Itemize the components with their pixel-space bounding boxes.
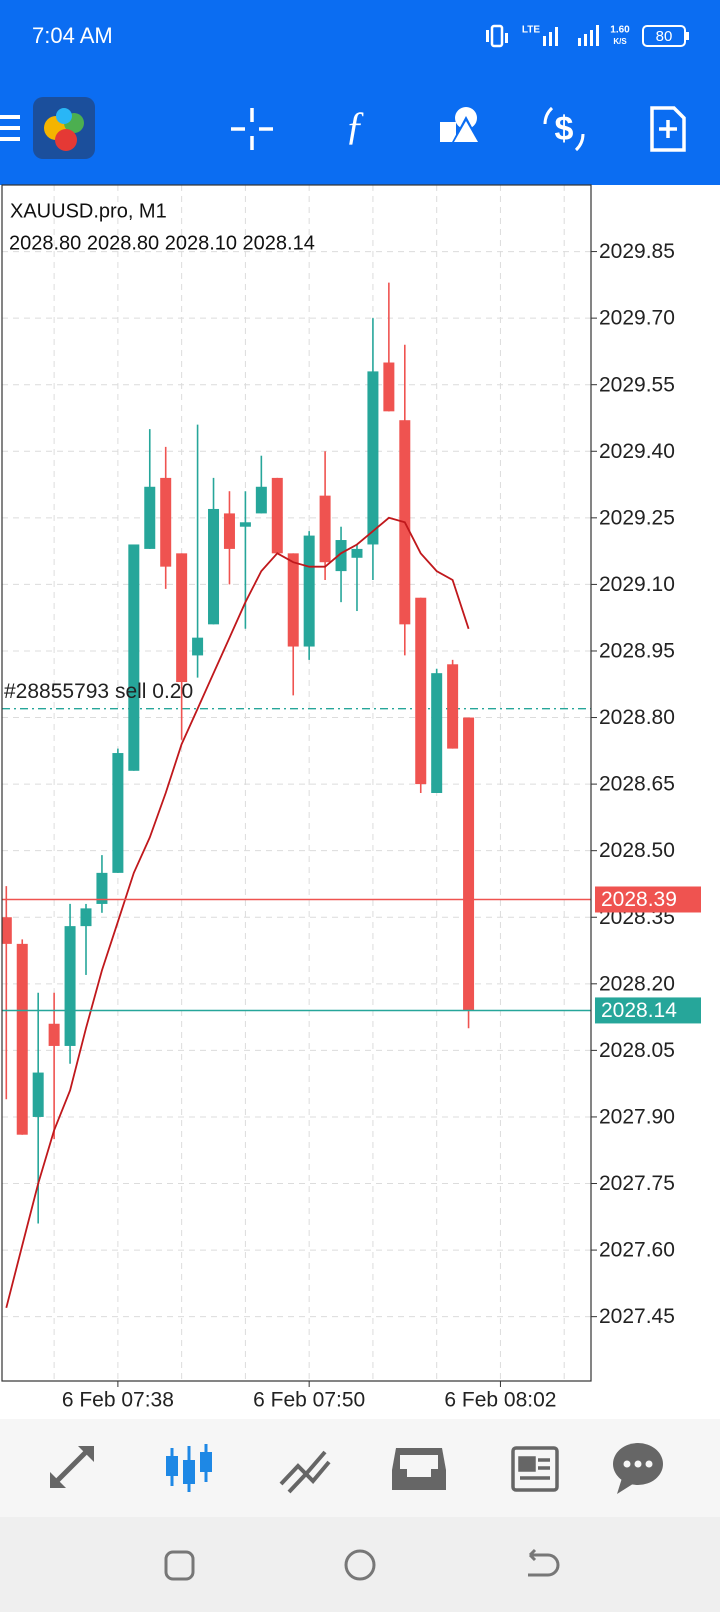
news-tab[interactable] xyxy=(511,1446,559,1492)
candle-body xyxy=(160,477,172,567)
indicators-button[interactable]: ƒ xyxy=(345,103,365,148)
menu-button[interactable] xyxy=(0,115,20,141)
chart: 2029.85 2029.70 2029.55 2029.40 2029.25 2029.… xyxy=(2,185,701,1412)
order-line-label: #28855793 sell 0.20 xyxy=(4,680,193,703)
trade-button[interactable]: $ xyxy=(543,106,585,152)
candle-body xyxy=(192,637,204,656)
candle-body xyxy=(447,664,459,749)
recents-button[interactable] xyxy=(164,1550,195,1581)
top-bar xyxy=(0,0,720,185)
candle-body xyxy=(16,943,28,1135)
y-tick-label: 2029.25 xyxy=(599,506,675,529)
history-tab[interactable] xyxy=(392,1448,446,1490)
y-tick-label: 2029.10 xyxy=(599,573,675,596)
trade-tab[interactable] xyxy=(279,1450,331,1494)
x-tick-label: 6 Feb 07:38 xyxy=(62,1389,174,1412)
y-tick-label: 2027.75 xyxy=(599,1172,675,1195)
y-tick-label: 2029.40 xyxy=(599,440,675,463)
last-price-box xyxy=(595,997,701,1024)
y-tick-label: 2028.50 xyxy=(599,839,675,862)
moving-average xyxy=(5,516,470,1309)
y-tick-label: 2027.45 xyxy=(599,1305,675,1328)
quotes-tab[interactable] xyxy=(50,1446,94,1490)
candle-body xyxy=(367,371,379,545)
bid-price-label: 2028.39 xyxy=(601,888,677,911)
candle-body xyxy=(32,1072,44,1117)
candle-body xyxy=(287,553,299,647)
plot-frame xyxy=(1,184,592,1382)
status-icons: LTE 1.60 K/S 80 xyxy=(486,25,689,48)
plot xyxy=(2,185,591,1381)
net-speed-unit: K/S xyxy=(613,37,627,46)
y-tick-label: 2028.05 xyxy=(599,1039,675,1062)
chat-tab[interactable] xyxy=(613,1443,663,1494)
system-nav xyxy=(0,1517,720,1612)
y-tick-label: 2027.90 xyxy=(599,1105,675,1128)
app-logo[interactable] xyxy=(33,97,95,159)
x-tick-label: 6 Feb 07:50 xyxy=(253,1389,365,1412)
candle-body xyxy=(319,495,331,563)
ohlc-label: 2028.80 2028.80 2028.10 2028.14 xyxy=(9,232,315,254)
y-tick-label: 2029.70 xyxy=(599,307,675,330)
x-tick-label: 6 Feb 08:02 xyxy=(444,1389,556,1412)
y-tick-label: 2028.80 xyxy=(599,706,675,729)
y-tick-label: 2029.85 xyxy=(599,240,675,263)
new-order-button[interactable] xyxy=(650,106,686,152)
net-speed: 1.60 xyxy=(610,25,630,36)
last-price-label: 2028.14 xyxy=(601,999,677,1022)
candle-body xyxy=(2,917,12,944)
candle-body xyxy=(463,717,475,1011)
candle-body xyxy=(128,544,140,771)
candle-body xyxy=(112,753,124,873)
crosshair-button[interactable] xyxy=(231,108,273,150)
battery-level: 80 xyxy=(656,28,673,45)
candle-body xyxy=(351,548,363,558)
candle-body xyxy=(303,535,315,647)
candle-body xyxy=(335,540,347,572)
candle-body xyxy=(48,1023,60,1046)
network-type: LTE xyxy=(522,25,540,36)
candle-body xyxy=(271,477,283,554)
candle-body xyxy=(176,553,188,683)
status-time: 7:04 AM xyxy=(32,23,113,48)
candle-body xyxy=(383,362,395,412)
candle-body xyxy=(144,486,156,549)
y-tick-label: 2028.65 xyxy=(599,773,675,796)
back-button[interactable] xyxy=(528,1548,560,1577)
chart-background xyxy=(0,185,720,1419)
candle-body xyxy=(96,872,108,904)
candle-body xyxy=(415,597,427,785)
chart-title: XAUUSD.pro, M1 xyxy=(10,200,167,222)
candle-body xyxy=(80,908,92,927)
svg-text:$: $ xyxy=(555,110,574,148)
y-tick-label: 2029.55 xyxy=(599,373,675,396)
y-tick-label: 2028.20 xyxy=(599,972,675,995)
objects-button[interactable] xyxy=(440,107,481,144)
chart-tab[interactable] xyxy=(166,1444,212,1492)
bottom-nav xyxy=(0,1419,720,1517)
y-tick-label: 2027.60 xyxy=(599,1239,675,1262)
bid-price-box xyxy=(595,886,701,913)
candle-body xyxy=(239,522,251,527)
candle-body xyxy=(223,513,235,549)
candle-body xyxy=(208,508,220,625)
home-button[interactable] xyxy=(344,1549,376,1581)
candle-body xyxy=(255,486,267,514)
candle-body xyxy=(64,926,76,1046)
candle-body xyxy=(431,673,443,793)
y-tick-label: 2028.95 xyxy=(599,640,675,663)
